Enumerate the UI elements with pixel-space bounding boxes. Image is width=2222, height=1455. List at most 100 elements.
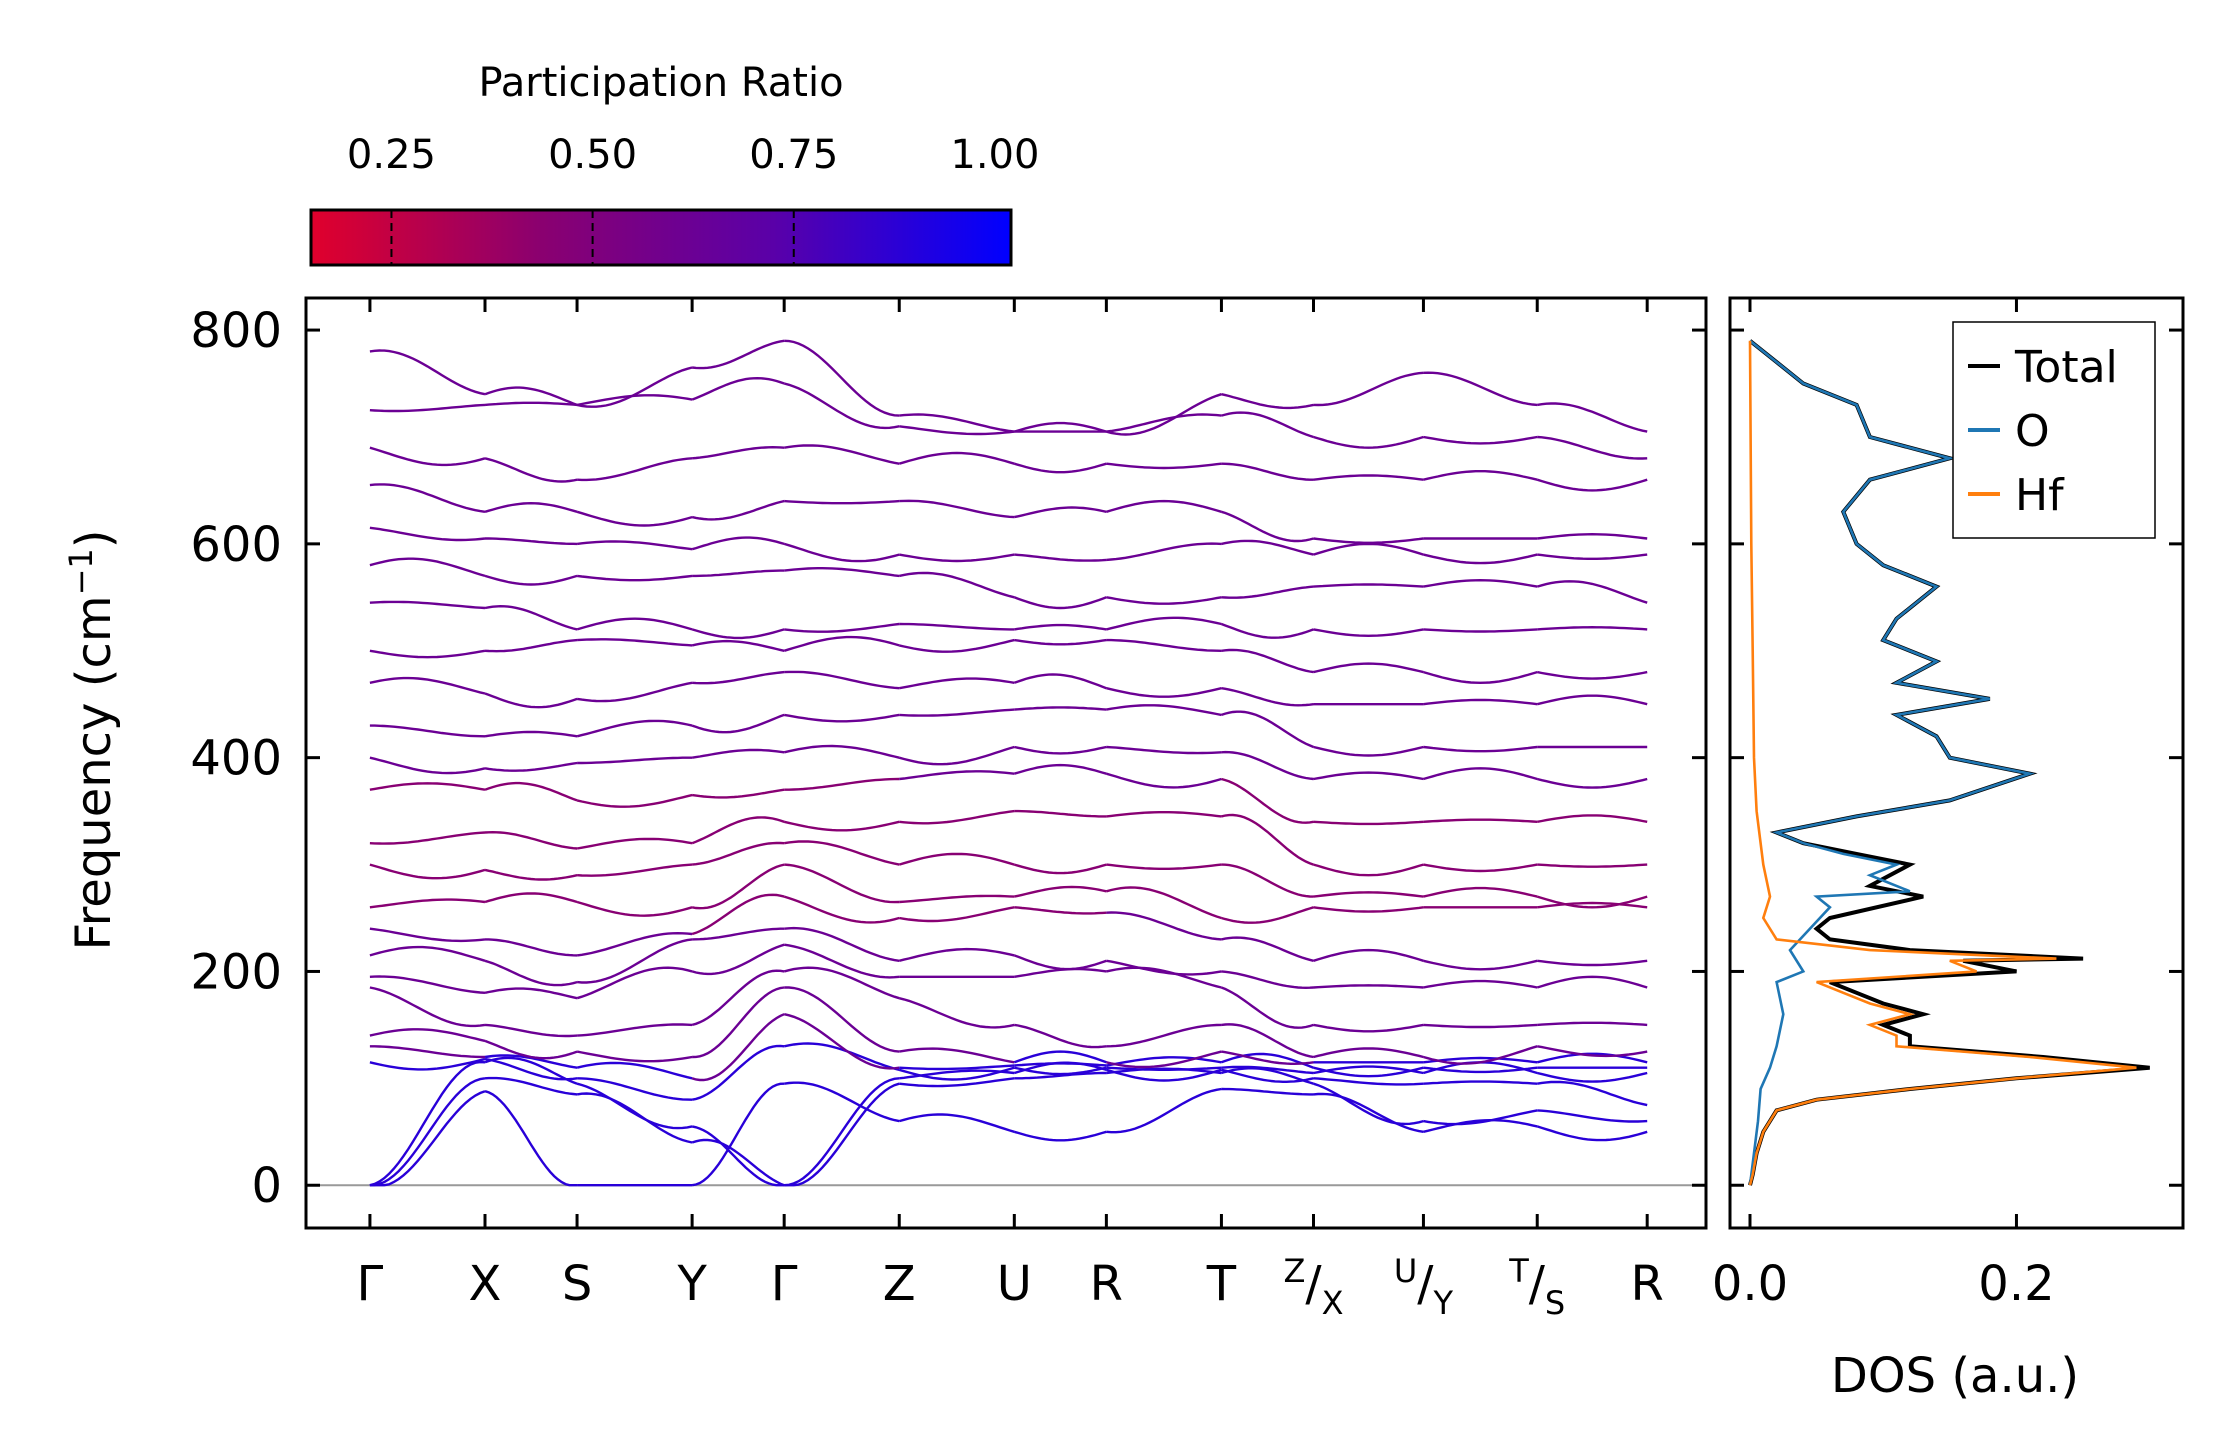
band-segment (784, 926, 900, 962)
band-segment (369, 1077, 486, 1187)
kpoint-label: Γ (771, 1256, 798, 1312)
band-segment (784, 863, 900, 904)
band-segment (369, 1060, 486, 1187)
band-segment (1423, 698, 1538, 706)
band-segment (784, 943, 900, 979)
band-segment (1221, 1065, 1314, 1075)
band-segment (783, 744, 900, 759)
dos-axes-frame (1728, 296, 2185, 1230)
band-segment (1106, 1023, 1222, 1048)
band-segment (691, 893, 785, 936)
band-segment (1536, 670, 1648, 680)
band-segment (576, 837, 693, 850)
band-segment (1106, 638, 1222, 652)
band-segment (369, 927, 486, 943)
band-segment (576, 966, 693, 1000)
band-segment (576, 793, 693, 808)
band-segment (1536, 580, 1648, 604)
band-segment (1014, 967, 1107, 978)
band-segment (1014, 1071, 1107, 1080)
band-segment (576, 938, 693, 984)
band-segment (784, 499, 900, 505)
band-segment (1537, 901, 1648, 909)
band-segment (691, 1138, 785, 1187)
band-segment (484, 457, 578, 483)
band-segment (783, 966, 900, 1000)
legend-items: Total O Hf (1968, 342, 2118, 521)
dos-panel: 0.0 0.2 DOS (a.u.) Total O Hf (1712, 296, 2185, 1404)
band-segment (1313, 1066, 1424, 1078)
kpoint-label: U/Y (1394, 1252, 1454, 1322)
band-segment (1221, 393, 1314, 410)
band-segment (692, 927, 785, 941)
band-segment (783, 635, 900, 652)
band-segment (1221, 648, 1314, 674)
band-segment (1537, 959, 1648, 967)
band-segment (784, 1082, 900, 1187)
band-segment (576, 540, 693, 551)
band-segment (1423, 1023, 1538, 1029)
band-segment (577, 638, 693, 647)
band-segment (692, 986, 785, 1059)
band-segment (1423, 670, 1538, 685)
band-segment (898, 947, 1015, 962)
band-segment (1537, 625, 1648, 631)
band-segment (1536, 814, 1648, 823)
band-segment (1423, 979, 1538, 989)
band-segment (1221, 510, 1314, 543)
band-segment (369, 676, 486, 695)
band-segment (691, 639, 785, 652)
band-segment (576, 366, 693, 408)
legend: Total O Hf (1952, 321, 2156, 539)
kpoint-label: S (562, 1256, 592, 1312)
band-segment (1014, 553, 1107, 562)
band-segment (784, 840, 900, 866)
band-segment (1106, 1056, 1222, 1067)
dos-x-tick-label: 0.0 (1712, 1256, 1788, 1312)
band-segment (898, 852, 1015, 866)
band-segment (1423, 553, 1538, 565)
band-segment (1313, 1082, 1424, 1126)
band-segment (692, 670, 785, 685)
colorbar-gradient (309, 208, 1013, 267)
band-segment (1221, 539, 1314, 556)
band-segment (898, 997, 1015, 1029)
band-segment (1106, 911, 1222, 941)
band-segment (784, 713, 900, 723)
dos-x-axis-title: DOS (a.u.) (1831, 1348, 2079, 1404)
band-segment (369, 1028, 486, 1043)
band-segment (1220, 1052, 1314, 1069)
legend-box (1952, 321, 2156, 539)
band-segment (369, 403, 486, 413)
band-segment (1221, 1067, 1314, 1085)
band-segment (899, 499, 1015, 519)
band-segment (1106, 542, 1222, 562)
band-segment (1313, 628, 1424, 638)
band-segment (1221, 710, 1314, 749)
band-segment (576, 1061, 693, 1080)
band-segment (1013, 421, 1107, 433)
band-segment (1313, 863, 1424, 877)
band-segment (1423, 1045, 1538, 1065)
band-segment (1013, 462, 1107, 474)
band-segment (899, 1064, 1015, 1071)
band-segment (691, 339, 785, 370)
band-segment (784, 1077, 900, 1187)
band-segment (783, 820, 900, 832)
colorbar-tick-label: 1.00 (950, 132, 1039, 178)
band-segment (691, 713, 785, 734)
band-segment (899, 894, 1015, 904)
band-segment (783, 1013, 900, 1070)
band-segment (577, 1023, 693, 1037)
band-segment (1221, 1050, 1314, 1065)
band-segment (899, 770, 1015, 781)
band-segment (1221, 813, 1314, 866)
band-segment (369, 1057, 486, 1071)
band-segment (691, 841, 785, 866)
band-segment (783, 542, 900, 563)
band-segment (576, 574, 693, 582)
dos-x-tick-label: 0.2 (1978, 1256, 2054, 1312)
band-segment (1313, 537, 1424, 544)
band-segment (784, 567, 900, 578)
band-segment (1313, 984, 1424, 989)
